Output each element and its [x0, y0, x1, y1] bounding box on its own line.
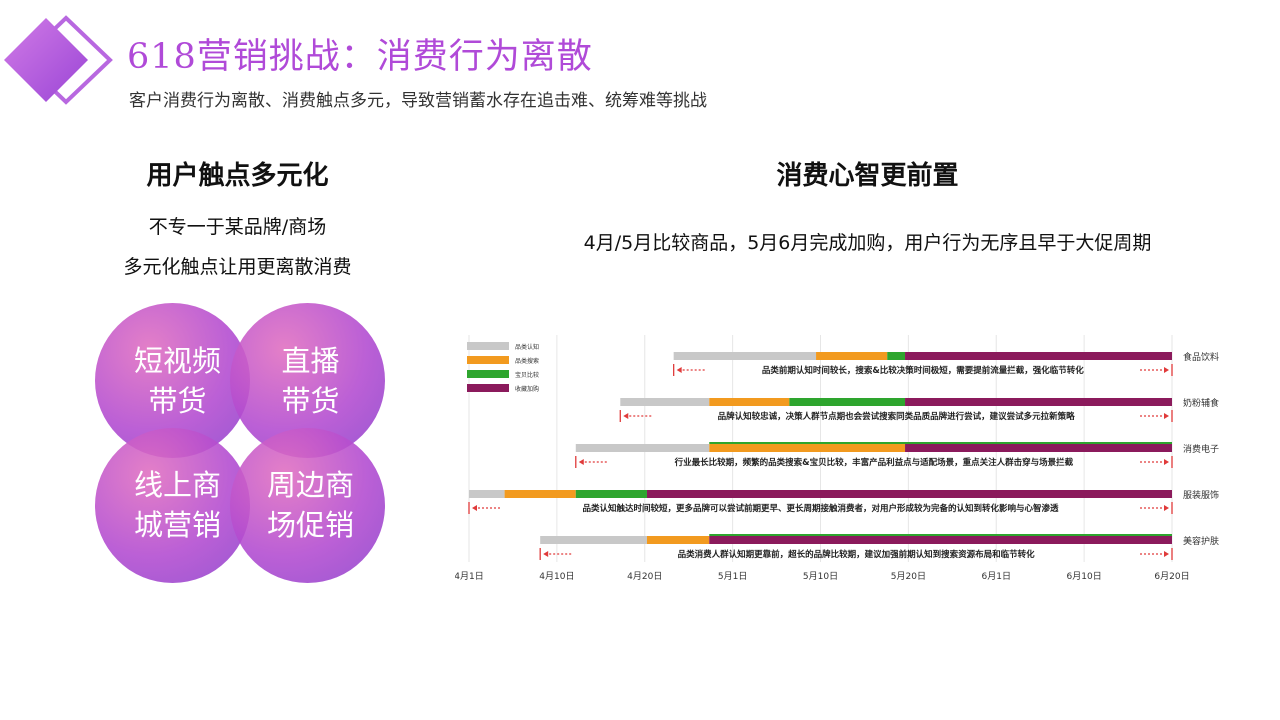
x-tick-label: 6月10日: [1067, 571, 1102, 582]
circle-nearby-mall: [230, 428, 385, 583]
x-tick-label: 5月20日: [891, 571, 926, 582]
left-arrowhead: [543, 551, 549, 557]
x-tick-label: 6月1日: [982, 571, 1011, 582]
touchpoint-circles: 短视频 带货 直播 带货 线上商 城营销 周边商 场促销: [95, 303, 395, 593]
logo-diamond-icon: [4, 15, 113, 105]
right-arrowhead: [1164, 367, 1169, 373]
bar-segment: [905, 352, 1172, 360]
circle-label-online-mall: 线上商 城营销: [133, 468, 221, 542]
left-arrowhead: [676, 367, 682, 373]
x-tick-label: 6月20日: [1154, 571, 1189, 582]
left-section-heading: 用户触点多元化: [146, 161, 329, 191]
circle-label-short-video: 短视频 带货: [133, 344, 221, 418]
left-description-line-2: 多元化触点让用更离散消费: [123, 256, 352, 278]
x-tick-label: 5月10日: [803, 571, 838, 582]
x-tick-label: 5月1日: [718, 571, 747, 582]
left-arrowhead: [578, 459, 584, 465]
page-title: 618营销挑战：消费行为离散: [127, 37, 593, 77]
bar-segment: [646, 490, 1172, 498]
row-category-label: 食品饮料: [1183, 351, 1219, 363]
row-annotation: 品牌认知较忠诚，决策人群节点期也会尝试搜索同类品质品牌进行尝试，建议尝试多元拉新…: [718, 411, 1076, 422]
bar-segment: [620, 398, 710, 406]
left-arrowhead: [472, 505, 477, 511]
bar-segment: [887, 352, 906, 360]
bar-segment: [905, 444, 1172, 452]
circle-label-live-stream: 直播 带货: [281, 344, 340, 418]
legend-label: 品类认知: [515, 343, 539, 351]
bar-segment: [709, 442, 1172, 444]
row-category-label: 服装服饰: [1183, 489, 1219, 501]
circle-online-mall: [95, 428, 250, 583]
bar-segment: [646, 536, 710, 544]
legend-swatch: [467, 356, 509, 364]
left-arrowhead: [623, 413, 629, 419]
bar-segment: [816, 352, 888, 360]
bar-segment: [709, 398, 790, 406]
legend-swatch: [467, 342, 509, 350]
legend-label: 宝贝比较: [515, 371, 539, 379]
row-annotation: 品类消费人群认知期更靠前，超长的品牌比较期，建议加强前期认知到搜索资源布局和临节…: [678, 549, 1036, 560]
bar-segment: [469, 490, 505, 498]
consumer-journey-gantt-chart: 4月1日 4月10日 4月20日 5月1日 5月10日 5月20日 6月1日 6月10日 6月2…: [455, 335, 1219, 582]
row-annotation: 品类前期认知时间较长，搜索&比较决策时间极短，需要提前流量拦截，强化临节转化: [762, 365, 1084, 376]
x-tick-label: 4月20日: [627, 571, 662, 582]
right-arrowhead: [1164, 505, 1169, 511]
right-arrowhead: [1164, 413, 1169, 419]
bar-segment: [905, 398, 1172, 406]
right-description: 4月/5月比较商品，5月6月完成加购，用户行为无序且早于大促周期: [583, 232, 1152, 254]
bar-segment: [789, 398, 906, 406]
circle-label-nearby-mall: 周边商 场促销: [266, 468, 354, 542]
bar-segment: [575, 490, 647, 498]
row-annotation: 品类认知触达时间较短，更多品牌可以尝试前期更早、更长周期接触消费者，对用户形成较…: [582, 503, 1059, 514]
bar-segment: [709, 444, 906, 452]
left-description-line-1: 不专一于某品牌/商场: [148, 216, 327, 238]
right-arrowhead: [1164, 459, 1169, 465]
bar-segment: [673, 352, 817, 360]
bar-segment: [540, 536, 647, 544]
x-tick-label: 4月10日: [539, 571, 574, 582]
legend-label: 品类搜索: [515, 357, 539, 365]
page-subtitle: 客户消费行为离散、消费触点多元，导致营销蓄水存在追击难、统筹难等挑战: [129, 91, 707, 111]
bar-segment: [575, 444, 710, 452]
bar-segment: [709, 536, 1172, 544]
legend-swatch: [467, 370, 509, 378]
bar-segment: [504, 490, 576, 498]
row-category-label: 奶粉辅食: [1183, 397, 1219, 409]
legend-label: 收藏加购: [515, 385, 539, 393]
row-annotation: 行业最长比较期，频繁的品类搜索&宝贝比较，丰富产品利益点与适配场景，重点关注人群…: [674, 457, 1074, 468]
x-tick-label: 4月1日: [455, 571, 484, 582]
bar-segment: [709, 534, 1172, 536]
right-arrowhead: [1164, 551, 1169, 557]
row-category-label: 美容护肤: [1183, 535, 1219, 547]
legend-swatch: [467, 384, 509, 392]
right-section-heading: 消费心智更前置: [776, 161, 959, 191]
row-category-label: 消费电子: [1183, 443, 1219, 455]
